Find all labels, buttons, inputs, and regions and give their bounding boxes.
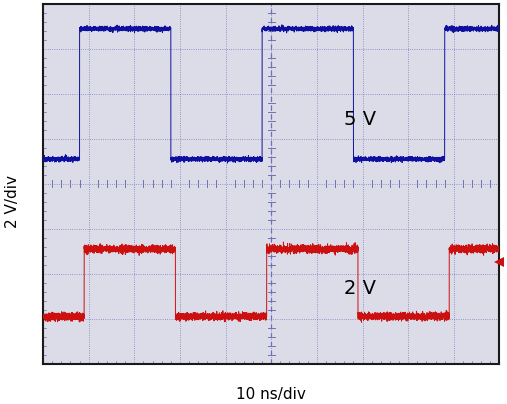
Text: 5 V: 5 V bbox=[344, 110, 376, 129]
Text: 2 V/div: 2 V/div bbox=[5, 175, 20, 229]
Text: 2 V: 2 V bbox=[344, 279, 376, 298]
Text: 10 ns/div: 10 ns/div bbox=[236, 387, 306, 402]
